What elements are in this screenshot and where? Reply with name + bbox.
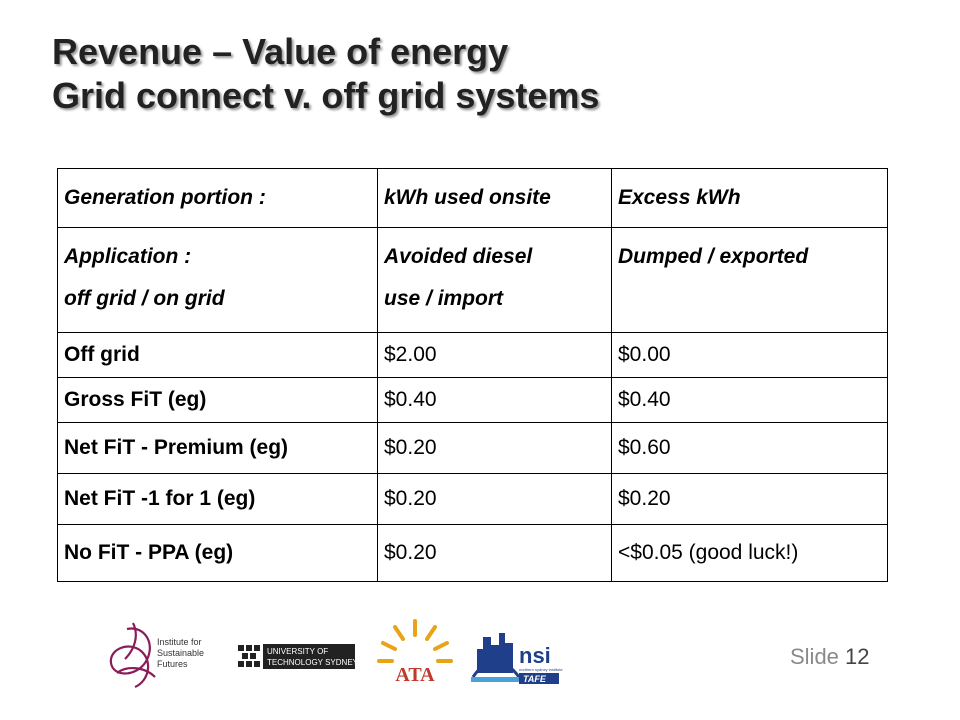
subheader-application-line1: Application :: [64, 245, 192, 268]
nsi-text: nsi: [519, 643, 551, 668]
title-line-1: Revenue – Value of energy: [52, 31, 509, 72]
subheader-dumped-line1: Dumped / exported: [618, 245, 809, 268]
nsi-tagline: northern sydney institute: [519, 667, 563, 672]
logo-strip: Institute for Sustainable Futures UNIVER…: [109, 619, 563, 689]
row-label: No FiT - PPA (eg): [57, 524, 378, 582]
row-onsite-value: $0.20: [377, 473, 612, 525]
uts-banner: [263, 644, 355, 669]
row-onsite-value: $0.20: [377, 422, 612, 474]
slide-number-value: 12: [845, 644, 870, 669]
subheader-avoided-line1: Avoided diesel: [384, 245, 533, 268]
subheader-avoided-line2: use / import: [384, 287, 504, 310]
isf-line-2: Sustainable: [157, 648, 204, 658]
ata-text: ATA: [395, 664, 435, 686]
row-label: Off grid: [57, 332, 378, 378]
sun-icon: [377, 619, 453, 663]
revenue-table: Generation portion : kWh used onsite Exc…: [57, 168, 888, 582]
row-onsite-value: $2.00: [377, 332, 612, 378]
subheader-dumped-exported: Dumped / exported: [611, 227, 888, 333]
isf-line-1: Institute for: [157, 637, 202, 647]
uts-logo: UNIVERSITY OF TECHNOLOGY SYDNEY: [238, 644, 359, 669]
row-excess-value: $0.40: [611, 377, 888, 423]
subheader-avoided-diesel: Avoided diesel use / import: [377, 227, 612, 333]
header-generation-portion: Generation portion :: [57, 168, 378, 228]
row-onsite-value: $0.40: [377, 377, 612, 423]
slide-number: Slide 12: [790, 644, 870, 670]
tafe-text: TAFE: [523, 674, 547, 684]
uts-line-1: UNIVERSITY OF: [267, 647, 328, 656]
table-subheader-row: Application : off grid / on grid Avoided…: [57, 227, 888, 333]
uts-crest-icon: [238, 645, 260, 667]
table-row: Net FiT - Premium (eg) $0.20 $0.60: [57, 422, 888, 474]
table-row: Gross FiT (eg) $0.40 $0.40: [57, 377, 888, 423]
table-row: No FiT - PPA (eg) $0.20 <$0.05 (good luc…: [57, 524, 888, 582]
row-excess-value: $0.20: [611, 473, 888, 525]
subheader-application: Application : off grid / on grid: [57, 227, 378, 333]
uts-line-2: TECHNOLOGY SYDNEY: [267, 658, 359, 667]
title-line-2: Grid connect v. off grid systems: [52, 75, 600, 116]
row-label: Net FiT -1 for 1 (eg): [57, 473, 378, 525]
table-row: Net FiT -1 for 1 (eg) $0.20 $0.20: [57, 473, 888, 525]
table-row: Off grid $2.00 $0.00: [57, 332, 888, 378]
row-excess-value: $0.60: [611, 422, 888, 474]
nsi-logo: nsi northern sydney institute TAFE: [471, 633, 563, 684]
bridge-icon: [471, 633, 523, 682]
ata-logo: ATA: [377, 619, 453, 686]
isf-swirl-icon: [109, 622, 156, 689]
table-header-row: Generation portion : kWh used onsite Exc…: [57, 168, 888, 228]
slide-title: Revenue – Value of energy Grid connect v…: [52, 30, 912, 118]
row-onsite-value: $0.20: [377, 524, 612, 582]
slide-label: Slide: [790, 644, 839, 669]
header-excess-kwh: Excess kWh: [611, 168, 888, 228]
row-excess-value: <$0.05 (good luck!): [611, 524, 888, 582]
isf-logo: Institute for Sustainable Futures: [109, 622, 204, 689]
header-kwh-used-onsite: kWh used onsite: [377, 168, 612, 228]
tafe-badge: [519, 673, 559, 684]
row-label: Net FiT - Premium (eg): [57, 422, 378, 474]
subheader-application-line2: off grid / on grid: [64, 287, 225, 310]
isf-line-3: Futures: [157, 659, 188, 669]
row-label: Gross FiT (eg): [57, 377, 378, 423]
row-excess-value: $0.00: [611, 332, 888, 378]
